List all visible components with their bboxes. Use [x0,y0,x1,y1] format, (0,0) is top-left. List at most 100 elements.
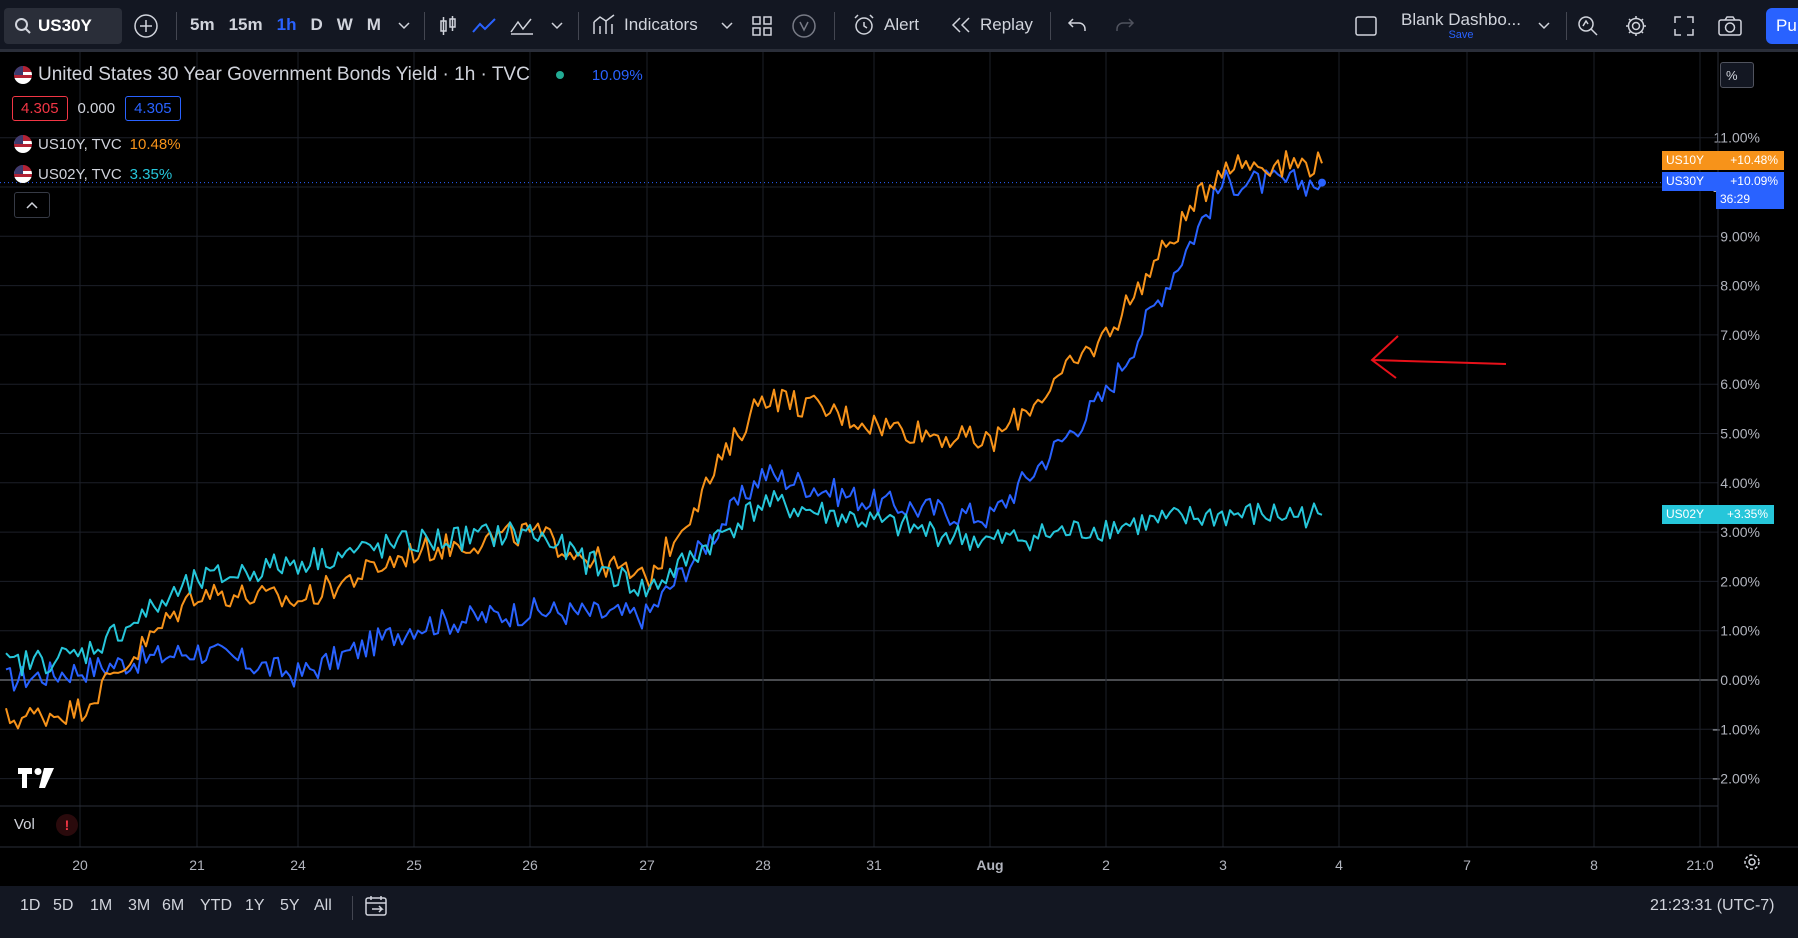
compare-legend-us10y[interactable]: US10Y, TVC 10.48% [14,135,181,153]
price-tag-us02y: US02Y +3.35% [1662,505,1774,524]
indicators-label: Indicators [624,15,698,34]
goto-date-button[interactable] [364,894,390,923]
range-1y[interactable]: 1Y [245,897,265,914]
symbol-search[interactable]: US30Y [4,8,122,44]
time-tick-label: 20 [72,857,88,873]
alert-button[interactable]: Alert [852,0,919,50]
last-price-dot [1318,178,1326,187]
compare-value: 3.35% [129,165,173,183]
layout-menu[interactable] [1530,12,1558,40]
templates-button[interactable] [748,12,776,40]
chevron-down-icon [398,22,410,30]
range-1m[interactable]: 1M [90,897,113,914]
publish-button[interactable]: Pu [1766,8,1798,44]
grid-icon [752,16,772,36]
chevron-down-icon [551,22,563,30]
bottom-toolbar [0,886,1798,938]
chart-type-menu[interactable] [543,12,571,40]
timeframe-menu-button[interactable] [390,12,418,40]
price-tick-label: 11.00% [1714,130,1760,146]
compare-add-button[interactable] [132,12,160,40]
price-tick-label: 0.00% [1720,672,1760,688]
tag-label: US30Y [1666,174,1705,188]
price-tick-label: 8.00% [1720,278,1760,294]
area-chart-button[interactable] [508,12,536,40]
time-axis-settings-button[interactable] [1742,852,1762,877]
top-toolbar: US30Y 5m 15m 1h D W M Indicators Alert Replay [0,0,1798,52]
timeframe-5m[interactable]: 5m [190,15,215,34]
v-circle-icon [792,14,816,38]
candles-button[interactable] [434,12,462,40]
range-all[interactable]: All [314,897,332,914]
chevron-up-icon [26,201,38,209]
price-tag-us10y: US10Y +10.48% [1662,151,1784,170]
search-spark-icon [1578,16,1598,36]
indicators-button[interactable]: Indicators [592,0,698,50]
indicators-menu[interactable] [713,12,741,40]
tradingview-logo[interactable] [18,768,56,793]
undo-icon [1067,18,1086,31]
candlestick-icon [440,16,456,35]
red-arrow-annotation [1370,335,1507,379]
us-flag-icon [14,165,32,183]
volume-pane: Vol [14,816,35,833]
timeframe-D[interactable]: D [310,15,323,34]
chevron-down-icon [721,22,733,30]
price-tick-label: 3.00% [1720,524,1760,540]
volume-label: Vol [14,816,35,833]
price-tick-label: 1.00% [1720,623,1760,639]
price-tick-label: 5.00% [1720,426,1760,442]
range-5y[interactable]: 5Y [280,897,300,914]
time-tick-label: 21 [189,857,205,873]
line-chart-button[interactable] [470,12,498,40]
time-tick-label: Aug [976,857,1003,873]
clock[interactable]: 21:23:31 (UTC-7) [1650,897,1775,914]
range-1d[interactable]: 1D [20,897,41,914]
line-chart-icon [472,18,496,33]
gear-icon [1626,16,1646,36]
quick-search-button[interactable] [1574,12,1602,40]
layout-title: Blank Dashbo... [1400,10,1521,29]
series-line-us10y [5,150,1323,730]
timeframe-group: 5m 15m 1h D W M [190,0,395,50]
bid-price[interactable]: 4.305 [12,96,68,121]
layout-name[interactable]: Blank Dashbo... Save [1396,10,1526,41]
compare-legend-us02y[interactable]: US02Y, TVC 3.35% [14,165,172,183]
layout-select-button[interactable] [1352,12,1380,40]
chart-canvas[interactable]: 11.00%10.00%9.00%8.00%7.00%6.00%5.00%4.0… [0,52,1798,886]
timeframe-W[interactable]: W [336,15,353,34]
spread-value: 0.000 [77,100,116,117]
tag-label: US02Y [1666,507,1705,521]
time-tick-label: 4 [1335,857,1343,873]
fullscreen-icon [1674,16,1694,36]
fullscreen-button[interactable] [1670,12,1698,40]
tag-value: +3.35% [1726,507,1768,521]
undo-button[interactable] [1064,12,1092,40]
collapse-legend-button[interactable] [14,192,50,218]
main-legend[interactable]: United States 30 Year Government Bonds Y… [14,64,643,86]
price-tick-label: 2.00% [1720,573,1760,589]
volume-warning-icon[interactable]: ! [56,814,78,836]
timeframe-15m[interactable]: 15m [228,15,263,34]
vwap-button[interactable] [790,12,818,40]
time-tick-label: 2 [1102,857,1110,873]
range-6m[interactable]: 6M [162,897,185,914]
settings-button[interactable] [1622,12,1650,40]
range-3m[interactable]: 3M [128,897,151,914]
time-tick-label: 24 [290,857,306,873]
compare-label: US10Y, TVC [38,135,122,153]
range-5d[interactable]: 5D [53,897,74,914]
timeframe-1h[interactable]: 1h [276,15,297,34]
symbol-label: US30Y [38,16,92,35]
redo-button[interactable] [1110,12,1138,40]
time-tick-label: 28 [755,857,771,873]
price-scale-mode-button[interactable]: % [1720,62,1754,88]
area-line-icon [510,18,533,35]
ask-price[interactable]: 4.305 [125,96,181,121]
plus-circle-icon [134,14,158,38]
snapshot-button[interactable] [1716,12,1744,40]
replay-button[interactable]: Replay [950,0,1033,50]
timeframe-M[interactable]: M [366,15,381,34]
range-ytd[interactable]: YTD [200,897,232,914]
main-series-title: United States 30 Year Government Bonds Y… [38,64,530,85]
